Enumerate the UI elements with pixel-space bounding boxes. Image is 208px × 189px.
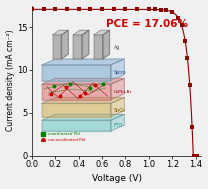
X-axis label: Voltage (V): Voltage (V) [92,174,142,184]
Y-axis label: Current density (mA cm⁻²): Current density (mA cm⁻²) [6,30,15,132]
Text: PCE = 17.06%: PCE = 17.06% [106,19,188,29]
